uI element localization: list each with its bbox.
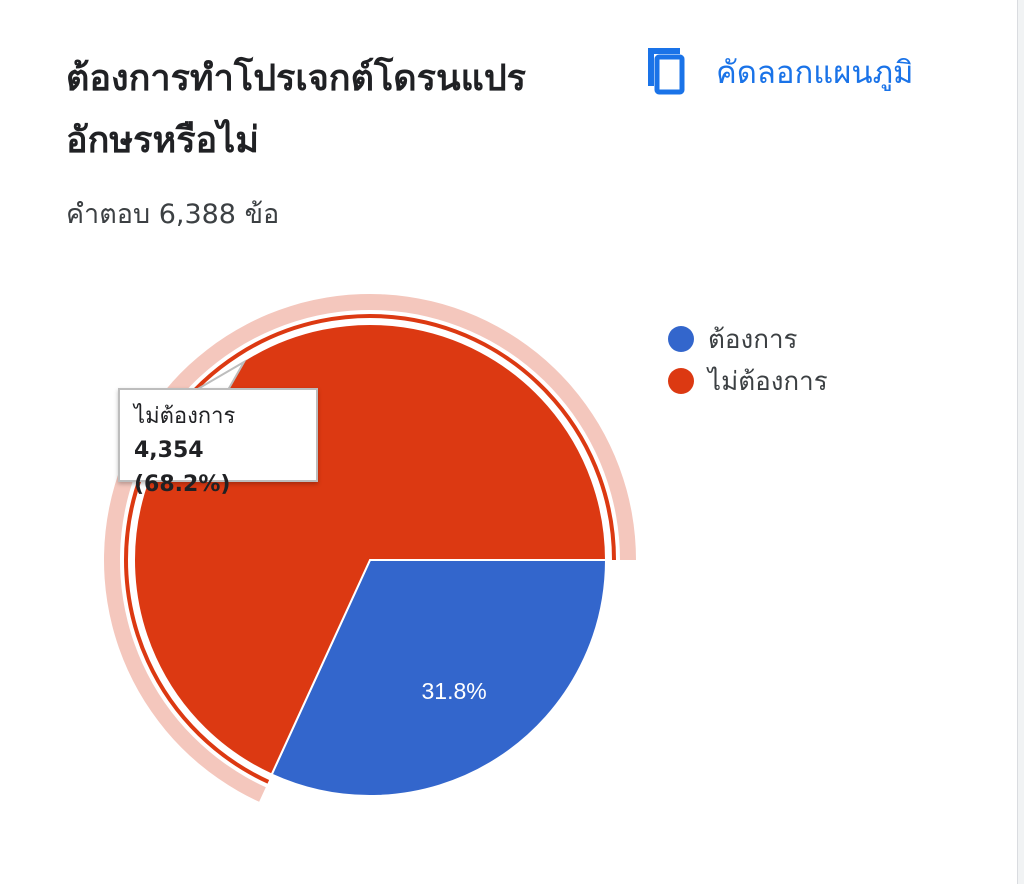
- slice-tooltip: ไม่ต้องการ 4,354 (68.2%): [118, 388, 318, 497]
- legend-item-not-want[interactable]: ไม่ต้องการ: [668, 360, 828, 402]
- copy-chart-button[interactable]: คัดลอกแผนภูมิ: [640, 44, 913, 100]
- legend-label-not-want: ไม่ต้องการ: [708, 366, 828, 397]
- pie-slice-want[interactable]: [270, 559, 608, 797]
- legend-dot-want: [668, 326, 694, 352]
- tooltip-value: 4,354 (68.2%): [134, 438, 231, 497]
- legend-item-want[interactable]: ต้องการ: [668, 318, 828, 360]
- response-count: คำตอบ 6,388 ข้อ: [66, 199, 280, 230]
- tooltip-category: ไม่ต้องการ: [134, 404, 236, 429]
- legend-dot-not-want: [668, 368, 694, 394]
- chart-title: ต้องการทำโปรเจกต์โดรนแปรอักษรหรือไม่: [66, 58, 527, 161]
- copy-icon: [640, 42, 688, 102]
- copy-chart-label: คัดลอกแผนภูมิ: [716, 55, 914, 91]
- pie-highlight-outline: [124, 314, 616, 784]
- legend-label-want: ต้องการ: [708, 324, 798, 355]
- chart-legend: ต้องการ ไม่ต้องการ: [668, 318, 828, 402]
- pie-label-want: 31.8%: [422, 678, 487, 704]
